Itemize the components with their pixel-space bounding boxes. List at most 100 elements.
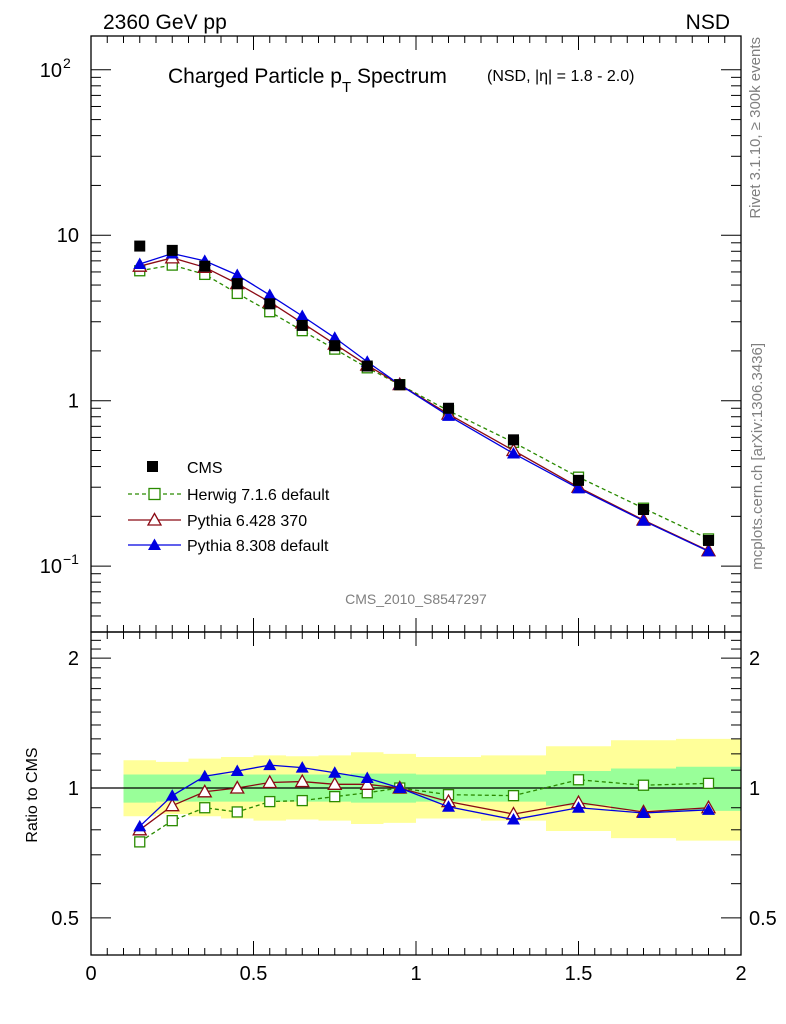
plot-title: Charged Particle pT Spectrum (168, 65, 447, 96)
y-tick-label: 10 (57, 225, 79, 247)
main-point-pythia8 (507, 446, 520, 459)
legend: CMS Herwig 7.1.6 default Pythia 6.428 37… (128, 460, 330, 555)
ratio-y-tick-label: 1 (68, 778, 79, 800)
main-point-pythia8 (442, 409, 455, 421)
main-point-pythia8 (328, 331, 342, 343)
header-energy: 2360 GeV pp (103, 11, 227, 34)
x-tick-label: 1.5 (565, 963, 593, 985)
y-tick-label: 10 (40, 60, 62, 82)
ratio-y-tick-label-right: 2 (749, 648, 760, 670)
main-point-cms (443, 402, 454, 414)
main-point-pythia8 (263, 288, 277, 301)
ratio-point-herwig (231, 806, 243, 818)
y-tick-exponent: −1 (63, 551, 79, 567)
ratio-point-herwig (264, 795, 276, 808)
ratio-point-pythia8 (295, 761, 309, 773)
mcplots-label: mcplots.cern.ch [arXiv:1306.3436] (749, 343, 766, 570)
header-process: NSD (686, 11, 730, 34)
main-point-cms (508, 434, 519, 446)
ratio-point-pythia6 (197, 783, 213, 798)
main-point-cms (394, 379, 406, 391)
plot-subtitle: (NSD, |η| = 1.8 - 2.0) (487, 68, 634, 85)
title-spectrum-text: Spectrum (351, 65, 447, 88)
main-point-cms (166, 244, 178, 256)
ratio-line-pythia8 (139, 764, 709, 827)
main-point-cms (134, 240, 146, 252)
ratio-band-inner (123, 766, 741, 811)
ratio-point-pythia6 (327, 776, 343, 790)
legend-label-cms: CMS (187, 460, 223, 477)
ratio-y-tick-label: 2 (68, 648, 79, 670)
ratio-y-tick-label-right: 0.5 (749, 908, 777, 930)
ratio-point-pythia8 (328, 766, 342, 778)
y-tick-label: 10 (40, 556, 62, 578)
main-line-pythia6 (139, 257, 709, 552)
ratio-point-pythia6 (229, 780, 245, 794)
legend-marker-cms (147, 461, 158, 472)
title-main-text: Charged Particle p (168, 65, 342, 88)
legend-label-pythia6: Pythia 6.428 370 (187, 513, 307, 530)
ratio-point-pythia8 (360, 771, 374, 783)
ratio-y-tick-label-right: 1 (749, 778, 760, 800)
main-point-cms (361, 360, 373, 372)
ratio-point-herwig (329, 790, 341, 803)
main-point-cms (638, 503, 649, 515)
ratio-point-pythia8 (393, 781, 407, 794)
main-point-pythia8 (230, 268, 244, 281)
main-point-cms (264, 298, 276, 310)
main-point-cms (231, 278, 243, 290)
ratio-point-pythia6 (262, 774, 278, 789)
legend-marker-pythia8 (148, 538, 161, 550)
rivet-label: Rivet 3.1.10, ≥ 300k events (747, 37, 764, 219)
main-point-pythia8 (133, 257, 147, 270)
ratio-point-herwig (134, 836, 146, 848)
main-line-pythia8 (139, 252, 709, 552)
ratio-point-pythia8 (572, 801, 585, 813)
ratio-point-pythia6 (359, 776, 375, 790)
y-tick-label: 1 (68, 391, 79, 413)
ratio-point-herwig (199, 802, 211, 814)
main-point-cms (199, 260, 211, 272)
ratio-y-axis-label: Ratio to CMS (24, 747, 41, 842)
main-point-cms (573, 474, 584, 486)
main-point-cms (703, 534, 714, 546)
ratio-plot-panel: Ratio to CMS 0 0.5 1 1.5 2 2 2 1 1 0.5 0.5 (24, 631, 777, 985)
x-tick-label: 0.5 (240, 963, 268, 985)
legend-marker-herwig (148, 487, 161, 501)
main-point-pythia8 (295, 309, 309, 321)
analysis-watermark: CMS_2010_S8547297 (345, 591, 487, 607)
ratio-point-herwig (296, 794, 308, 807)
y-tick-exponent: 2 (63, 55, 71, 71)
x-tick-label: 2 (735, 963, 746, 985)
ratio-point-pythia8 (442, 800, 455, 812)
ratio-point-pythia6 (294, 773, 310, 788)
ratio-point-pythia8 (230, 764, 244, 777)
ratio-point-herwig (637, 779, 650, 791)
legend-marker-pythia6 (146, 512, 163, 526)
main-point-pythia8 (702, 544, 715, 557)
ratio-point-pythia8 (637, 806, 650, 819)
ratio-point-herwig (702, 777, 715, 790)
main-point-cms (329, 340, 341, 352)
ratio-point-pythia8 (198, 769, 212, 782)
title-subscript: T (342, 79, 351, 96)
x-tick-label: 1 (410, 963, 421, 985)
legend-label-herwig: Herwig 7.1.6 default (187, 487, 330, 504)
main-point-pythia8 (637, 514, 650, 526)
ratio-point-pythia6 (164, 797, 180, 812)
x-tick-label: 0 (85, 963, 96, 985)
main-point-pythia8 (572, 481, 585, 494)
legend-label-pythia8: Pythia 8.308 default (187, 538, 329, 555)
ratio-y-tick-label: 0.5 (51, 908, 79, 930)
main-point-cms (296, 319, 308, 331)
ratio-point-pythia8 (263, 758, 277, 771)
main-plot-panel: Charged Particle pT Spectrum (NSD, |η| =… (40, 35, 742, 646)
ratio-point-pythia8 (133, 819, 147, 832)
ratio-point-pythia8 (507, 813, 520, 825)
ratio-point-pythia8 (165, 789, 179, 801)
ratio-line-pythia6 (139, 780, 709, 831)
ratio-point-pythia8 (702, 803, 715, 815)
main-point-herwig (231, 287, 243, 300)
ratio-point-herwig (507, 789, 520, 802)
